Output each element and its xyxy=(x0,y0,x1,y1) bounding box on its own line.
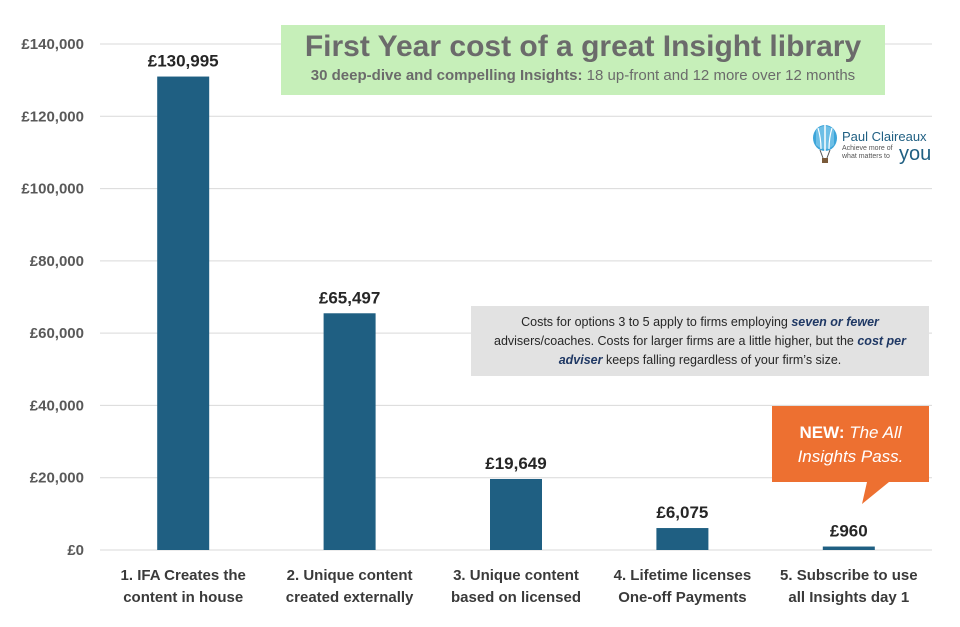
bars xyxy=(157,76,875,551)
bar xyxy=(323,313,376,550)
data-label: £65,497 xyxy=(319,288,380,307)
subtitle-bold: 30 deep-dive and compelling Insights: xyxy=(310,67,583,84)
y-tick-label: £40,000 xyxy=(30,397,84,414)
data-labels: £130,995 £65,497 £19,649 £6,075 £960 xyxy=(148,52,868,541)
data-label: £130,995 xyxy=(148,52,219,71)
pricing-note: Costs for options 3 to 5 apply to firms … xyxy=(471,306,929,376)
y-tick-label: £20,000 xyxy=(30,470,84,487)
bar xyxy=(822,546,875,550)
data-label: £6,075 xyxy=(656,503,708,522)
logo-tagline-line-1: Achieve more of xyxy=(842,145,893,152)
subtitle-rest: 18 up-front and 12 more over 12 months xyxy=(582,67,856,84)
note-part-2: advisers/coaches. Costs for larger firms… xyxy=(494,334,858,348)
note-emphasis-1: seven or fewer xyxy=(791,315,879,329)
new-pass-callout: NEW: The All Insights Pass. xyxy=(772,406,929,506)
callout-new-label: NEW: xyxy=(799,423,845,442)
note-part-1: Costs for options 3 to 5 apply to firms … xyxy=(521,315,792,329)
logo-name: Paul Claireaux xyxy=(842,129,927,144)
x-category-label: 5. Subscribe to use xyxy=(780,567,918,584)
chart-title: First Year cost of a great Insight libra… xyxy=(304,30,862,63)
x-axis-labels: 1. IFA Creates the content in house 2. Uni… xyxy=(121,567,918,606)
y-tick-label: £100,000 xyxy=(21,181,84,198)
chart-subtitle: 30 deep-dive and compelling Insights: 18… xyxy=(281,65,885,87)
x-category-label: all Insights day 1 xyxy=(788,589,909,606)
logo-tagline-line-2: what matters to xyxy=(842,153,890,160)
bar xyxy=(656,528,709,550)
x-category-label: content in house xyxy=(123,589,243,606)
bar xyxy=(490,478,542,550)
y-tick-label: £80,000 xyxy=(30,253,84,270)
callout-text: NEW: The All Insights Pass. xyxy=(772,406,929,482)
x-category-label: 3. Unique content xyxy=(453,567,579,584)
x-category-label: 4. Lifetime licenses xyxy=(614,567,752,584)
note-part-3: keeps falling regardless of your firm’s … xyxy=(602,353,842,367)
logo-tagline: Achieve more of what matters to xyxy=(842,145,893,161)
x-category-label: created externally xyxy=(286,589,414,606)
callout-description: The All Insights Pass. xyxy=(797,423,904,466)
x-category-label: One-off Payments xyxy=(618,589,746,606)
x-category-label: based on licensed xyxy=(451,589,581,606)
data-label: £960 xyxy=(830,522,868,541)
note-emphasis-2: cost per adviser xyxy=(558,334,906,367)
title-box: First Year cost of a great Insight libra… xyxy=(281,25,885,95)
gridlines xyxy=(100,43,932,551)
callout-bubble xyxy=(772,406,929,504)
logo-you: you xyxy=(899,143,932,165)
hot-air-balloon-icon xyxy=(813,125,837,163)
bar xyxy=(157,76,210,551)
y-tick-label: £0 xyxy=(67,542,84,559)
brand-logo: Paul Claireaux Achieve more of what matte… xyxy=(812,125,932,169)
x-category-label: 1. IFA Creates the xyxy=(121,567,246,584)
y-axis-ticks: £0 £20,000 £40,000 £60,000 £80,000 £100,000 £1… xyxy=(21,36,84,559)
x-category-label: 2. Unique content xyxy=(287,567,413,584)
data-label: £19,649 xyxy=(485,454,546,473)
y-tick-label: £60,000 xyxy=(30,325,84,342)
y-tick-label: £140,000 xyxy=(21,36,84,53)
y-tick-label: £120,000 xyxy=(21,108,84,125)
